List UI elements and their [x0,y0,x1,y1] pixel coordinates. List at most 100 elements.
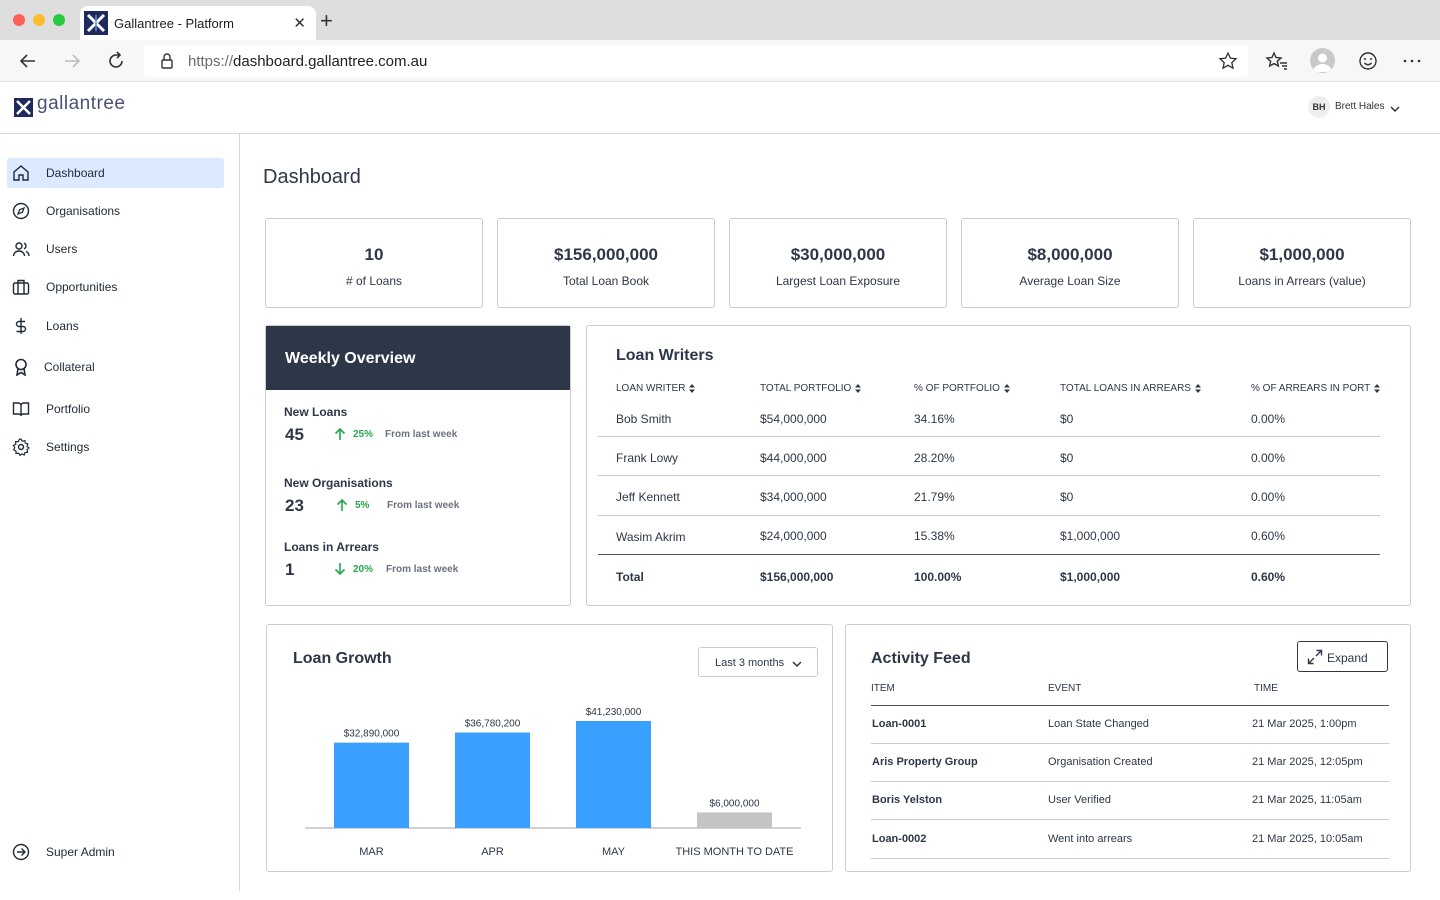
kpi-value: $156,000,000 [554,245,658,264]
star-icon[interactable] [1218,51,1238,71]
kpi-value: $30,000,000 [790,245,886,264]
column-header-percent-portfolio[interactable]: % OF PORTFOLIO [914,383,1010,394]
kpi-card: $8,000,000 Average Loan Size [961,218,1179,308]
chevron-down-icon [791,657,803,669]
sidebar-item-dashboard[interactable]: Dashboard [7,158,224,188]
column-header-percent-arrears[interactable]: % OF ARREARS IN PORT [1251,383,1381,394]
favorites-icon[interactable] [1265,49,1289,73]
table-cell: $0 [1060,412,1074,426]
loan-writers-title: Loan Writers [616,347,714,364]
profile-icon[interactable] [1310,48,1335,73]
new-tab-icon[interactable]: + [320,8,333,33]
url-text: https://dashboard.gallantree.com.au [188,53,427,70]
activity-item-link[interactable]: Loan-0001 [872,718,927,730]
bar-value-label: $36,780,200 [465,719,521,730]
column-header-loan-writer[interactable]: LOAN WRITER [616,383,696,394]
back-icon[interactable] [16,49,40,73]
sidebar-item-opportunities[interactable]: Opportunities [7,272,224,302]
sidebar-item-label: Settings [46,440,90,454]
sort-icon [855,383,862,393]
kpi-card: $30,000,000 Largest Loan Exposure [729,218,947,308]
url-scheme: https:// [188,53,234,70]
sidebar-item-loans[interactable]: Loans [7,311,224,341]
expand-button[interactable]: Expand [1297,641,1388,672]
forward-icon[interactable] [60,49,84,73]
compass-icon [12,202,30,220]
lock-icon [158,52,176,70]
close-tab-icon[interactable]: ✕ [293,15,306,32]
weekly-overview-title: Weekly Overview [285,350,416,367]
table-cell: $24,000,000 [760,529,827,543]
row-divider [598,554,1380,555]
arrow-up-icon [333,427,347,441]
column-header-total-portfolio[interactable]: TOTAL PORTFOLIO [760,383,862,394]
bar-mar[interactable] [334,742,409,828]
more-icon[interactable] [1400,49,1424,73]
emoji-icon[interactable] [1356,49,1380,73]
activity-event: Went into arrears [1048,833,1133,845]
row-divider [871,781,1389,782]
close-window-button[interactable] [13,14,25,26]
metric-label: Loans in Arrears [284,540,379,554]
sidebar-item-collateral[interactable]: Collateral [7,352,224,382]
bar-this-month-to-date[interactable] [697,812,772,828]
activity-item-link[interactable]: Loan-0002 [872,833,927,845]
sidebar-item-portfolio[interactable]: Portfolio [7,394,224,424]
users-icon [12,240,30,258]
logo-text: gallantree [37,93,126,114]
table-cell: Jeff Kennett [616,490,680,504]
metric-from-label: From last week [385,429,458,440]
address-bar[interactable]: https://dashboard.gallantree.com.au [144,45,1248,77]
row-divider [871,819,1389,820]
kpi-label: Loans in Arrears (value) [1238,274,1366,288]
sidebar-item-label: Users [46,242,78,256]
arrow-up-icon [335,498,349,512]
sidebar-item-label: Loans [46,319,79,333]
bar-apr[interactable] [455,732,530,828]
table-cell: Frank Lowy [616,451,679,465]
user-name[interactable]: Brett Hales [1335,101,1385,112]
sidebar-item-label: Organisations [46,204,121,218]
maximize-window-button[interactable] [53,14,65,26]
gear-icon [12,438,30,457]
reload-icon[interactable] [104,49,128,73]
table-cell: $54,000,000 [760,412,827,426]
header-divider [871,705,1389,706]
activity-time: 21 Mar 2025, 12:05pm [1252,756,1363,768]
metric-change: 5% [355,500,370,511]
sidebar-item-users[interactable]: Users [7,234,224,264]
column-header-label: LOAN WRITER [616,383,686,394]
user-avatar[interactable]: BH [1308,96,1330,118]
minimize-window-button[interactable] [33,14,45,26]
kpi-label: Largest Loan Exposure [775,274,901,288]
range-select[interactable]: Last 3 months [698,647,818,677]
table-cell: 0.60% [1251,529,1286,543]
table-cell: $0 [1060,451,1074,465]
column-header-time: TIME [1254,683,1278,694]
app-header: gallantree BH Brett Hales [0,83,1440,134]
table-cell: $44,000,000 [760,451,827,465]
table-cell: 28.20% [914,451,955,465]
sidebar-item-organisations[interactable]: Organisations [7,196,224,226]
arrow-down-icon [333,562,347,576]
range-select-value: Last 3 months [715,657,785,669]
activity-event: Loan State Changed [1048,718,1149,730]
home-icon [12,164,30,182]
column-header-label: TOTAL PORTFOLIO [760,383,852,394]
activity-item-link[interactable]: Boris Yelston [872,794,943,806]
activity-item-link[interactable]: Aris Property Group [872,756,978,768]
chevron-down-icon[interactable] [1389,102,1401,114]
column-header-total-arrears[interactable]: TOTAL LOANS IN ARREARS [1060,383,1201,394]
browser-tab[interactable]: Gallantree - Platform ✕ [80,6,316,40]
super-admin-button[interactable]: Super Admin [7,837,224,867]
activity-time: 21 Mar 2025, 11:05am [1252,794,1362,806]
super-admin-label: Super Admin [46,845,115,859]
sort-icon [1003,383,1010,393]
bar-may[interactable] [576,721,651,828]
sidebar-item-settings[interactable]: Settings [7,432,224,462]
activity-event: Organisation Created [1048,756,1153,768]
row-divider [598,436,1380,437]
total-cell: $1,000,000 [1060,570,1121,584]
total-cell: 0.60% [1251,570,1286,584]
x-tick-label: MAY [602,846,626,858]
